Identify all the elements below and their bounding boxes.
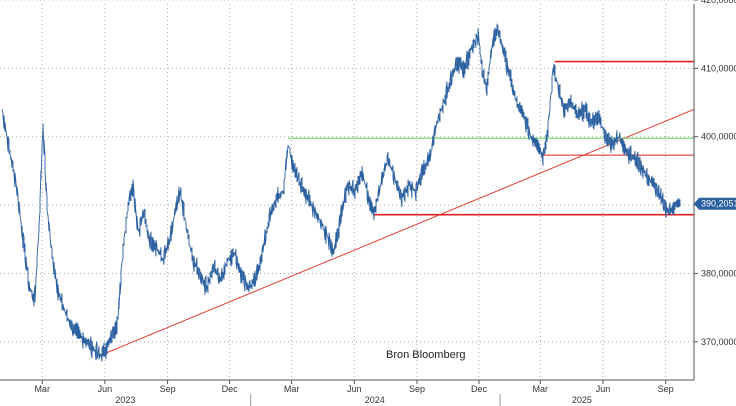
year-label: 2024 <box>365 395 385 405</box>
x-tick-label: Dec <box>471 384 488 394</box>
price-series-line <box>1 23 681 362</box>
x-tick-label: Mar <box>533 384 549 394</box>
year-label: 2023 <box>115 395 135 405</box>
x-tick-label: Dec <box>222 384 239 394</box>
year-label: 2025 <box>572 395 592 405</box>
last-value-label: 390,2051 <box>701 199 736 209</box>
x-tick-label: Jun <box>98 384 113 394</box>
source-note: Bron Bloomberg <box>386 349 466 361</box>
annotation-lines <box>99 60 695 356</box>
x-tick-label: Jun <box>596 384 611 394</box>
x-tick-label: Jun <box>347 384 362 394</box>
x-tick-label: Sep <box>658 384 674 394</box>
y-tick-label: 410,0000 <box>701 63 736 73</box>
tick-labels: 420,0000410,0000400,0000390,0000380,0000… <box>34 0 736 405</box>
x-tick-label: Sep <box>160 384 176 394</box>
series-layer <box>1 23 681 362</box>
y-tick-label: 400,0000 <box>701 132 736 142</box>
y-tick-label: 380,0000 <box>701 268 736 278</box>
axes <box>0 0 698 406</box>
y-tick-label: 370,0000 <box>701 337 736 347</box>
x-tick-label: Sep <box>409 384 425 394</box>
x-tick-label: Mar <box>34 384 50 394</box>
y-tick-label: 420,0000 <box>701 0 736 5</box>
last-value-badge <box>694 197 736 210</box>
x-tick-label: Mar <box>284 384 300 394</box>
trend-line <box>99 108 695 356</box>
